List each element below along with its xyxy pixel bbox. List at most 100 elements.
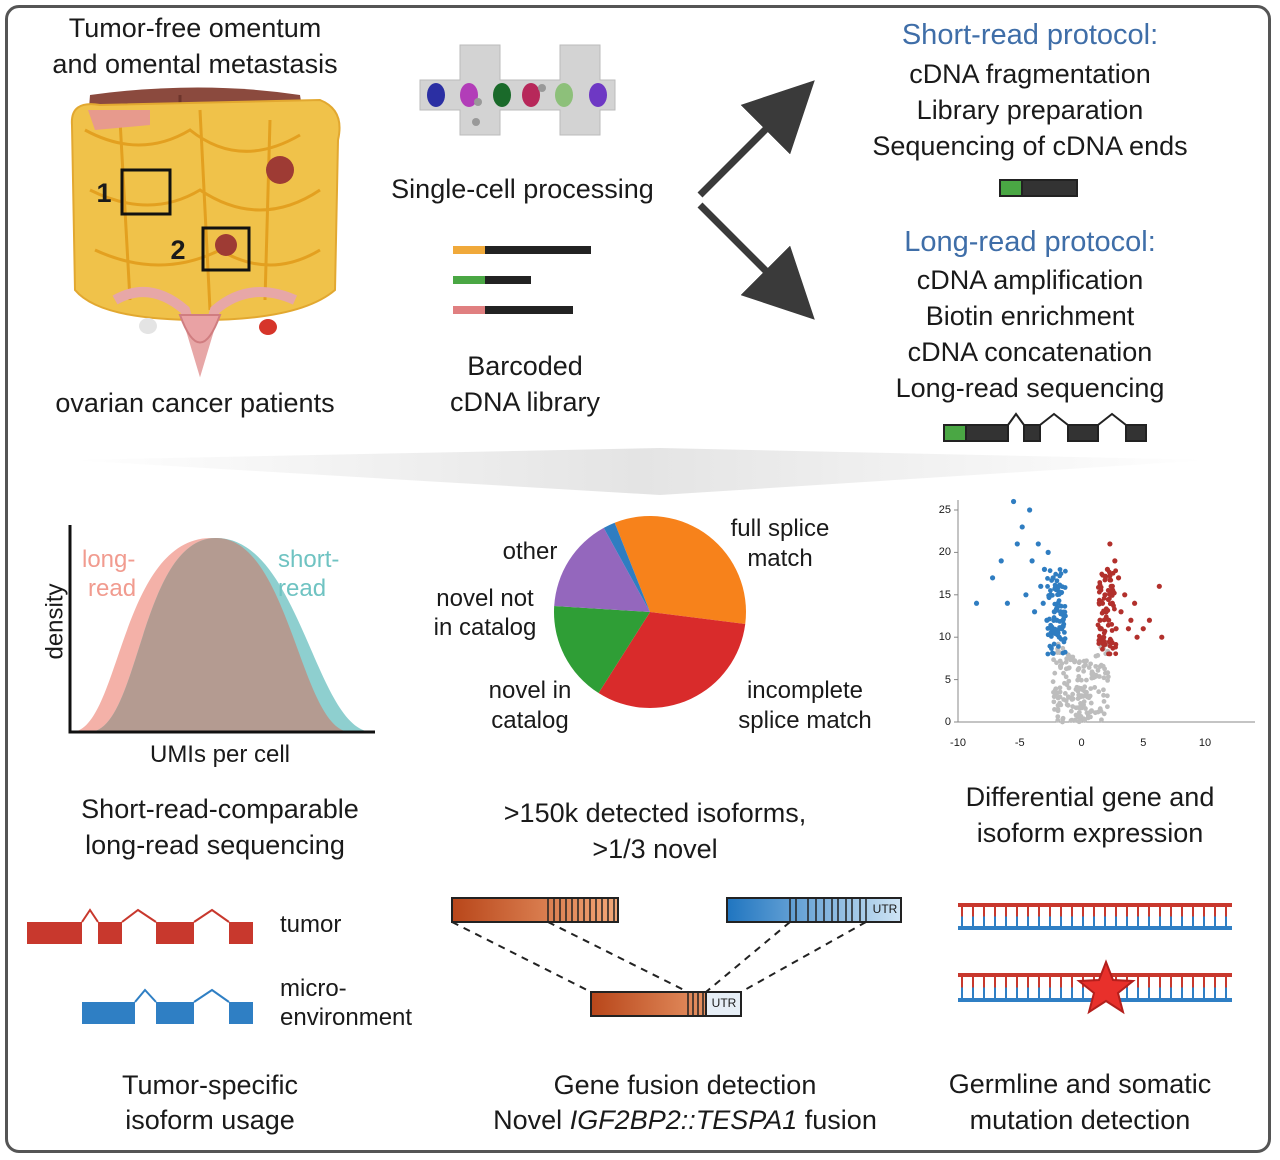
volcano-point-ns — [1101, 698, 1107, 704]
mutation-star-icon — [1076, 959, 1136, 1015]
volcano-point-ns — [1084, 658, 1089, 664]
volcano-point-down — [1047, 568, 1053, 574]
long-read-transcript-icon — [943, 412, 1147, 442]
volcano-point-ns — [1063, 674, 1069, 680]
volcano-x-tick: 5 — [1140, 737, 1147, 749]
pie-label-nnc-2: in catalog — [433, 614, 537, 641]
volcano-point-up — [1098, 587, 1104, 593]
volcano-point-up — [1113, 626, 1119, 632]
volcano-point-ns — [1061, 697, 1067, 702]
volcano-point-ns — [1064, 682, 1070, 688]
volcano-y-tick: 0 — [944, 716, 951, 728]
volcano-point-ns — [1060, 719, 1065, 725]
volcano-point-ns — [1058, 665, 1063, 671]
short-read-label-2: read — [278, 575, 327, 602]
volcano-point-down — [1062, 636, 1068, 642]
density-caption-line1: Short-read-comparable — [81, 794, 359, 824]
volcano-point-ns — [1097, 706, 1103, 712]
density-plot — [68, 525, 375, 734]
volcano-point-ns — [1066, 678, 1072, 684]
volcano-point-up — [1104, 616, 1110, 622]
volcano-point-ns — [1057, 658, 1063, 664]
volcano-point-ns — [1093, 653, 1099, 659]
microfluidic-chip-icon — [419, 44, 616, 136]
volcano-point-up — [1140, 626, 1146, 632]
volcano-point-up — [1118, 609, 1124, 615]
volcano-x-tick: -10 — [950, 737, 966, 749]
volcano-point-up — [1146, 617, 1153, 623]
volcano-point-up — [1095, 622, 1101, 628]
volcano-point-ns — [1078, 714, 1084, 719]
tumor-label: tumor — [280, 911, 342, 938]
volcano-point-down — [1051, 618, 1057, 623]
volcano-point-down — [1019, 524, 1025, 530]
volcano-point-down — [1061, 629, 1067, 635]
short-read-step-2: Library preparation — [916, 95, 1144, 125]
volcano-point-down — [1058, 603, 1064, 609]
volcano-point-down — [1041, 566, 1048, 572]
barcoded-library-icon — [453, 246, 591, 314]
utr-label-fused: UTR — [711, 996, 737, 1010]
pie-label-other: other — [502, 538, 558, 565]
volcano-plot — [954, 498, 1255, 725]
region-1-label: 1 — [96, 178, 112, 208]
volcano-point-ns — [1078, 677, 1084, 683]
volcano-point-ns — [1101, 675, 1107, 681]
volcano-point-ns — [1075, 696, 1081, 701]
region-2-box — [201, 226, 251, 272]
volcano-point-ns — [1080, 687, 1086, 693]
fusion-dashed-lines — [451, 921, 867, 993]
isoform-caption-line2: isoform usage — [125, 1105, 295, 1135]
volcano-point-ns — [1105, 670, 1111, 676]
volcano-point-ns — [1088, 661, 1094, 667]
volcano-point-ns — [1104, 704, 1110, 710]
pie-caption-line2: >1/3 novel — [592, 834, 718, 864]
volcano-point-up — [1102, 628, 1108, 634]
volcano-point-ns — [1076, 674, 1082, 679]
volcano-point-down — [1051, 630, 1057, 636]
volcano-point-down — [1055, 630, 1061, 636]
volcano-point-up — [1112, 558, 1118, 564]
volcano-point-down — [1057, 625, 1062, 630]
volcano-point-ns — [1051, 657, 1056, 663]
volcano-point-up — [1113, 651, 1119, 657]
volcano-caption-line1: Differential gene and — [965, 782, 1215, 812]
volcano-point-down — [1031, 609, 1038, 615]
pie-label-full-1: full splice — [730, 515, 830, 542]
volcano-point-ns — [1076, 685, 1082, 691]
fusion-gene-right — [726, 897, 902, 923]
pie-label-nic-2: catalog — [491, 707, 569, 734]
volcano-point-up — [1107, 572, 1113, 578]
volcano-point-ns — [1076, 666, 1082, 672]
volcano-point-up — [1125, 626, 1132, 632]
volcano-point-down — [1051, 641, 1057, 647]
mutation-caption-line2: mutation detection — [969, 1105, 1191, 1135]
library-label-line1: Barcoded — [467, 351, 583, 381]
omentum-title-line2: and omental metastasis — [52, 49, 338, 79]
volcano-point-down — [1054, 605, 1060, 610]
pie-slice-incomplete-splice-match — [598, 612, 746, 709]
long-read-step-1: cDNA amplification — [916, 265, 1144, 295]
volcano-point-ns — [1070, 691, 1076, 697]
volcano-point-ns — [1068, 708, 1074, 714]
volcano-point-ns — [1067, 654, 1073, 660]
volcano-point-down — [1035, 541, 1041, 547]
short-read-step-1: cDNA fragmentation — [909, 59, 1151, 89]
volcano-point-ns — [1050, 679, 1056, 685]
volcano-point-ns — [1101, 711, 1107, 717]
volcano-point-ns — [1069, 697, 1075, 702]
volcano-y-tick: 5 — [944, 673, 951, 686]
volcano-point-ns — [1075, 677, 1081, 683]
volcano-point-down — [1049, 578, 1055, 583]
long-read-label-1: long- — [82, 546, 136, 573]
short-read-step-3: Sequencing of cDNA ends — [872, 131, 1188, 161]
volcano-point-down — [1046, 595, 1052, 601]
volcano-point-down — [1048, 588, 1053, 593]
volcano-point-ns — [1105, 674, 1111, 680]
volcano-point-ns — [1055, 717, 1061, 723]
volcano-point-ns — [1095, 667, 1101, 673]
volcano-point-up — [1107, 577, 1113, 583]
branch-arrows — [697, 80, 815, 320]
volcano-point-up — [1100, 572, 1106, 578]
volcano-point-ns — [1084, 677, 1089, 683]
